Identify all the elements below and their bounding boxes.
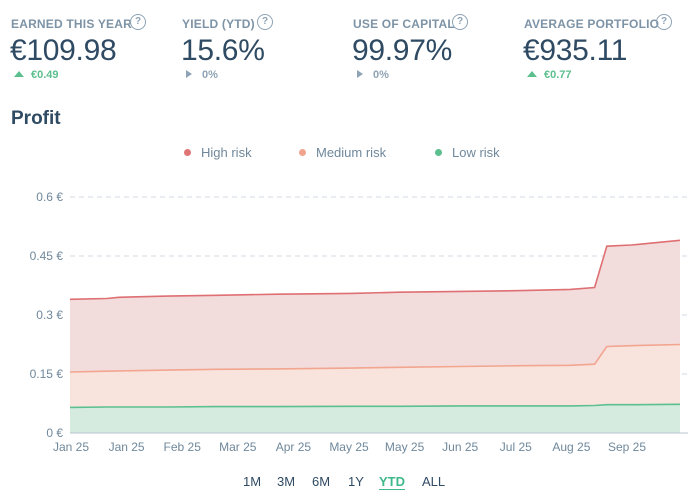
legend-label: Medium risk — [316, 145, 387, 160]
range-3m-button[interactable]: 3M — [277, 474, 296, 489]
legend-label: Low risk — [452, 145, 500, 160]
x-tick-label: Sep 25 — [608, 440, 646, 454]
legend-label: High risk — [201, 145, 252, 160]
x-tick-label: Jan 25 — [53, 440, 89, 454]
y-tick-label: 0.15 € — [30, 367, 64, 381]
stat-change-value: 0% — [202, 69, 218, 81]
y-tick-label: 0.6 € — [36, 190, 63, 204]
x-tick-label: Jan 25 — [109, 440, 145, 454]
stat-change: €0.77 — [527, 69, 572, 81]
x-tick-label: Feb 25 — [164, 440, 202, 454]
stat-label: EARNED THIS YEAR — [11, 17, 132, 31]
series-line-medium-risk — [69, 343, 681, 373]
stat-value: 15.6% — [181, 34, 265, 67]
series-line-high-risk — [69, 239, 681, 301]
x-tick-label: Aug 25 — [552, 440, 590, 454]
stat-value: €109.98 — [10, 34, 117, 67]
legend-dot — [184, 149, 191, 156]
help-icon[interactable]: ? — [452, 14, 468, 30]
x-tick-label: Jun 25 — [442, 440, 478, 454]
help-icon[interactable]: ? — [656, 14, 672, 30]
stat-change: 0% — [186, 69, 218, 81]
y-tick-label: 0.45 € — [30, 249, 64, 263]
range-1m-button[interactable]: 1M — [243, 474, 262, 489]
range-6m-button[interactable]: 6M — [312, 474, 331, 489]
range-ytd-button[interactable]: YTD — [379, 474, 405, 489]
y-tick-label: 0.3 € — [36, 308, 63, 322]
stat-label: YIELD (YTD) — [182, 17, 255, 31]
x-tick-label: Apr 25 — [276, 440, 312, 454]
profit-chart: 0 € 0.15 € 0.3 € 0.45 € 0.6 € Jan 25 Jan 25 Feb… — [30, 190, 688, 454]
stat-label: AVERAGE PORTFOLIO — [524, 17, 660, 31]
series-line-low-risk — [69, 403, 681, 409]
legend-dot — [299, 149, 306, 156]
area-low-risk — [70, 404, 680, 433]
range-all-button[interactable]: ALL — [422, 474, 446, 489]
triangle-right-icon — [186, 70, 192, 78]
x-tick-label: May 25 — [385, 440, 425, 454]
stat-change-value: €0.49 — [31, 69, 59, 81]
x-tick-label: May 25 — [329, 440, 369, 454]
stats-row: EARNED THIS YEAR ? €109.98 €0.49 YIELD (… — [0, 0, 691, 100]
stat-change: 0% — [357, 69, 389, 81]
triangle-up-icon — [527, 71, 537, 77]
section-title: Profit — [11, 108, 61, 129]
stat-change: €0.49 — [14, 69, 59, 81]
stat-label: USE OF CAPITAL — [353, 17, 455, 31]
y-tick-label: 0 € — [46, 426, 63, 440]
triangle-up-icon — [14, 71, 24, 77]
legend-dot — [435, 149, 442, 156]
legend-item-low-risk[interactable]: Low risk — [435, 145, 500, 160]
stat-value: €935.11 — [523, 34, 628, 67]
stat-value: 99.97% — [352, 34, 452, 67]
range-1y-button[interactable]: 1Y — [348, 474, 364, 489]
help-icon[interactable]: ? — [130, 14, 146, 30]
legend-item-medium-risk[interactable]: Medium risk — [299, 145, 386, 160]
chart-legend: High risk Medium risk Low risk — [0, 145, 691, 165]
legend-item-high-risk[interactable]: High risk — [184, 145, 252, 160]
x-tick-label: Jul 25 — [500, 440, 532, 454]
time-range-selector: 1M 3M 6M 1Y YTD ALL — [0, 474, 691, 494]
triangle-right-icon — [357, 70, 363, 78]
help-icon[interactable]: ? — [257, 14, 273, 30]
x-tick-label: Mar 25 — [219, 440, 257, 454]
stat-change-value: €0.77 — [544, 69, 572, 81]
stat-change-value: 0% — [373, 69, 389, 81]
